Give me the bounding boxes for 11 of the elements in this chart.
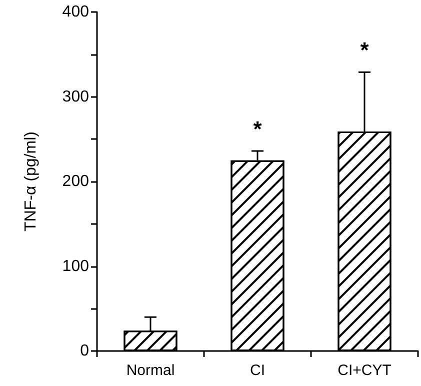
annotation: * (360, 38, 370, 63)
y-tick-label: 100 (62, 258, 90, 275)
y-tick-label: 300 (62, 88, 90, 106)
x-tick-label: CI+CYT (338, 362, 392, 379)
x-tick-label: Normal (126, 362, 175, 379)
y-tick-label: 400 (62, 4, 90, 20)
y-tick-label: 0 (80, 342, 90, 360)
x-tick-label: CI (250, 362, 265, 379)
y-tick-label: 200 (62, 173, 90, 190)
annotation: * (253, 116, 262, 142)
y-axis-title: TNF-α (pg/ml) (22, 132, 40, 232)
